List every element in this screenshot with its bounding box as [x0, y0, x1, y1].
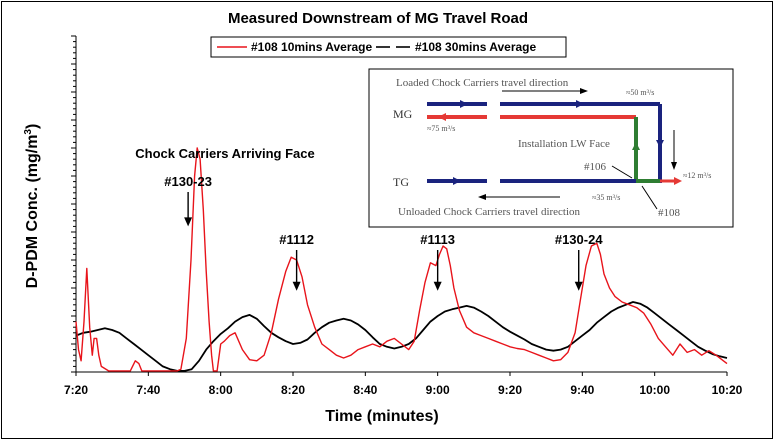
inset-106-label: #106 [584, 161, 607, 173]
y-axis-label: D-PDM Conc. (mg/m3) [23, 124, 41, 289]
inset-v3-label: ≈35 m³/s [592, 193, 620, 202]
x-tick-label: 8:40 [353, 383, 377, 397]
annotation-label: #130-24 [555, 232, 603, 247]
x-tick-label: 7:20 [64, 383, 88, 397]
inset-mg-blue-arrowhead-2 [576, 100, 584, 108]
inset-106-leader [611, 165, 633, 179]
annotation-arrowhead [433, 281, 442, 291]
inset-loaded-arrowhead [580, 88, 588, 94]
series-layer [75, 147, 728, 372]
annotation-arrowhead [574, 281, 583, 291]
inset-loaded-label: Loaded Chock Carriers travel direction [396, 77, 569, 89]
inset-tg-blue-arrowhead [453, 177, 461, 185]
x-tick-label: 10:00 [639, 383, 670, 397]
x-tick-label: 8:00 [209, 383, 233, 397]
inset-install-label: Installation LW Face [518, 138, 610, 150]
inset-tg-label: TG [393, 175, 409, 189]
x-tick-label: 9:00 [426, 383, 450, 397]
inset-v2-label: ≈75 m³/s [427, 124, 455, 133]
legend-label-10min: #108 10mins Average [251, 40, 373, 54]
inset-mg-red-arrowhead [438, 113, 446, 121]
inset-v1-label: ≈50 m³/s [626, 88, 654, 97]
y-axis-label-sup: 3 [23, 129, 34, 135]
x-tick-label: 9:40 [570, 383, 594, 397]
series-line-1 [75, 301, 728, 372]
y-axis-label-main: D-PDM Conc. (mg/m [24, 135, 41, 289]
annotation-label: #1113 [420, 232, 455, 247]
annotation-arrowhead [292, 281, 301, 291]
annotation-label: #130-23 [164, 174, 212, 189]
annotation-arrowhead [184, 217, 193, 227]
plot-area: 7:20 7:40 8:00 8:20 8:40 9:00 9:20 9:40 10:00 10:… [64, 35, 743, 397]
inset-mg-label: MG [393, 107, 413, 121]
chart-title: Measured Downstream of MG Travel Road [228, 10, 528, 27]
x-axis-ticks: 7:20 7:40 8:00 8:20 8:40 9:00 9:20 9:40 10:00 10:… [64, 372, 743, 397]
inset-diagram: Loaded Chock Carriers travel direction M… [368, 68, 734, 228]
x-tick-label: 9:20 [498, 383, 522, 397]
inset-mg-blue-arrowhead [460, 100, 468, 108]
inset-v4-label: ≈12 m³/s [683, 171, 711, 180]
y-axis-label-close: ) [24, 124, 41, 129]
annotation-layer: Chock Carriers Arriving Face #130-23 #1112… [135, 146, 603, 291]
x-tick-label: 10:20 [712, 383, 743, 397]
inset-108-leader [641, 185, 658, 210]
y-axis-ticks [71, 35, 76, 373]
x-tick-label: 8:20 [281, 383, 305, 397]
inset-108-label: #108 [658, 207, 681, 219]
inset-face-green-arrowhead [632, 142, 640, 150]
annotation-label: #1112 [279, 232, 314, 247]
legend-label-30min: #108 30mins Average [415, 40, 537, 54]
series-line-0 [75, 147, 728, 372]
inset-frame [368, 68, 734, 228]
inset-unloaded-arrowhead [478, 194, 486, 200]
x-axis-label: Time (minutes) [325, 408, 439, 425]
inset-face-blue-arrowhead [656, 140, 664, 148]
x-tick-label: 7:40 [136, 383, 160, 397]
inset-flow-arrowhead [671, 162, 677, 170]
annotation-heading: Chock Carriers Arriving Face [135, 146, 314, 161]
inset-tg-red-arrowhead [674, 177, 682, 185]
legend: #108 10mins Average #108 30mins Average [210, 36, 567, 58]
inset-unloaded-label: Unloaded Chock Carriers travel direction [398, 206, 581, 218]
